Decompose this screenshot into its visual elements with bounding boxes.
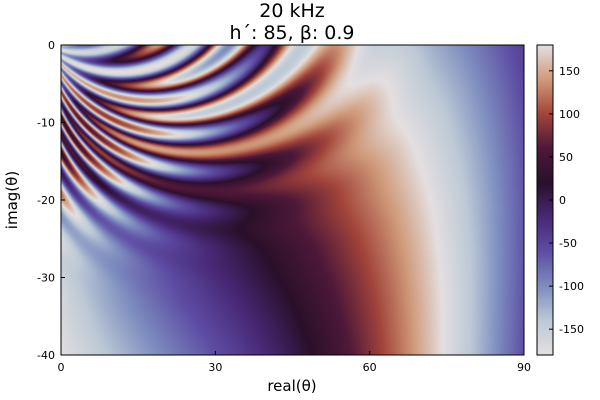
- x-tick-label: 90: [517, 361, 531, 374]
- colorbar: [537, 45, 553, 355]
- y-tick-label: -20: [37, 194, 55, 207]
- chart-subtitle: h´: 85, β: 0.9: [229, 22, 355, 44]
- x-axis-label: real(θ): [267, 377, 316, 395]
- x-tick-label: 0: [58, 361, 65, 374]
- chart-title: 20 kHz: [259, 0, 325, 22]
- colorbar-tick-label: -150: [559, 323, 584, 336]
- colorbar-tick-label: -100: [559, 280, 584, 293]
- colorbar-tick-label: -50: [559, 237, 577, 250]
- colorbar-tick-label: 50: [559, 151, 573, 164]
- y-tick-label: 0: [48, 39, 55, 52]
- y-tick-label: -30: [37, 272, 55, 285]
- plot-frame: [60, 44, 525, 356]
- phase-heatmap: [61, 45, 524, 355]
- colorbar-tick-label: 100: [559, 108, 580, 121]
- y-tick-label: -40: [37, 349, 55, 362]
- y-axis-label: imag(θ): [3, 171, 21, 229]
- x-tick-label: 30: [208, 361, 222, 374]
- colorbar-tick-label: 150: [559, 65, 580, 78]
- colorbar-tick-label: 0: [559, 194, 566, 207]
- axes-layer: 0 30 60 90 0 -10 -20 -30 -40 150 100 50 0 -50 -100 -150: [37, 39, 584, 374]
- chart-title-block: 20 kHz h´: 85, β: 0.9: [60, 0, 524, 44]
- y-tick-label: -10: [37, 117, 55, 130]
- x-tick-label: 60: [363, 361, 377, 374]
